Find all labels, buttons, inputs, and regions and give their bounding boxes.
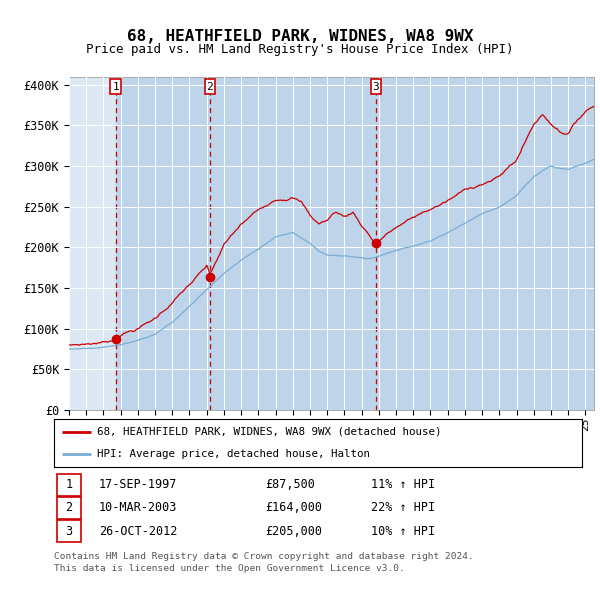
- Text: 1: 1: [112, 81, 119, 91]
- Bar: [376, 77, 600, 410]
- FancyBboxPatch shape: [56, 497, 81, 519]
- FancyBboxPatch shape: [110, 80, 121, 94]
- Text: 68, HEATHFIELD PARK, WIDNES, WA8 9WX: 68, HEATHFIELD PARK, WIDNES, WA8 9WX: [127, 29, 473, 44]
- Text: 17-SEP-1997: 17-SEP-1997: [99, 478, 177, 491]
- Text: 22% ↑ HPI: 22% ↑ HPI: [371, 502, 435, 514]
- Text: £164,000: £164,000: [265, 502, 322, 514]
- Text: 10% ↑ HPI: 10% ↑ HPI: [371, 525, 435, 537]
- FancyBboxPatch shape: [56, 520, 81, 542]
- Text: 68, HEATHFIELD PARK, WIDNES, WA8 9WX (detached house): 68, HEATHFIELD PARK, WIDNES, WA8 9WX (de…: [97, 427, 442, 437]
- Text: HPI: Average price, detached house, Halton: HPI: Average price, detached house, Halt…: [97, 449, 370, 459]
- Text: £205,000: £205,000: [265, 525, 322, 537]
- Bar: [69, 77, 116, 410]
- Text: Price paid vs. HM Land Registry's House Price Index (HPI): Price paid vs. HM Land Registry's House …: [86, 43, 514, 56]
- FancyBboxPatch shape: [56, 474, 81, 496]
- FancyBboxPatch shape: [205, 80, 215, 94]
- Text: 1: 1: [65, 478, 73, 491]
- Text: 26-OCT-2012: 26-OCT-2012: [99, 525, 177, 537]
- Text: 2: 2: [206, 81, 214, 91]
- FancyBboxPatch shape: [371, 80, 381, 94]
- Bar: [116, 77, 210, 410]
- Text: 11% ↑ HPI: 11% ↑ HPI: [371, 478, 435, 491]
- Bar: [210, 77, 376, 410]
- Text: 2: 2: [65, 502, 73, 514]
- Text: Contains HM Land Registry data © Crown copyright and database right 2024.: Contains HM Land Registry data © Crown c…: [54, 552, 474, 562]
- Text: 3: 3: [65, 525, 73, 537]
- Text: £87,500: £87,500: [265, 478, 315, 491]
- Text: 3: 3: [373, 81, 379, 91]
- Text: 10-MAR-2003: 10-MAR-2003: [99, 502, 177, 514]
- Text: This data is licensed under the Open Government Licence v3.0.: This data is licensed under the Open Gov…: [54, 564, 405, 573]
